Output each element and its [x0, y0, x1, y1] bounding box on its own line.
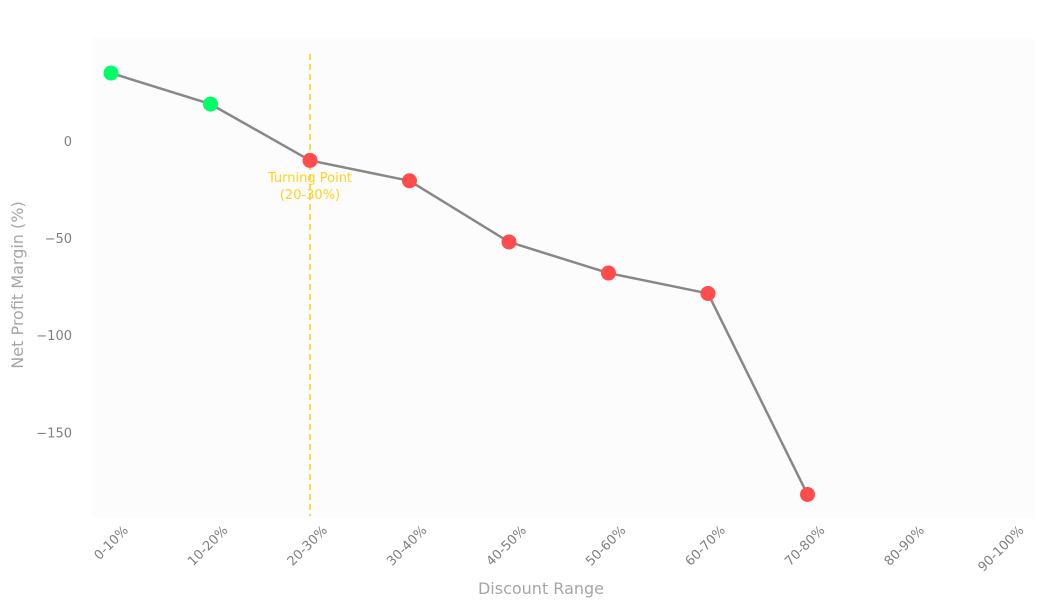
data-point: [501, 234, 517, 250]
plot-area: [92, 38, 1034, 518]
y-tick-label: −150: [36, 426, 72, 441]
x-tick-label: 90-100%: [975, 523, 1027, 575]
data-point: [402, 173, 417, 189]
data-point: [103, 65, 119, 81]
data-point: [302, 152, 318, 168]
x-tick-label: 10-20%: [185, 523, 231, 569]
x-tick-label: 0-10%: [92, 523, 132, 563]
x-tick-label: 30-40%: [384, 523, 430, 569]
x-tick-labels: 0-10% 10-20% 20-30% 30-40% 40-50% 50-60% 60-70…: [92, 523, 1028, 575]
annotation-line-1: Turning Point: [267, 171, 352, 186]
x-tick-label: 40-50%: [484, 523, 530, 569]
x-axis-title: Discount Range: [478, 579, 604, 598]
series-line: [110, 71, 809, 495]
y-tick-label: −50: [45, 232, 72, 247]
x-tick-label: 20-30%: [285, 523, 331, 569]
data-point: [800, 486, 815, 502]
data-point: [601, 265, 616, 281]
y-axis-title: Net Profit Margin (%): [8, 201, 27, 368]
annotation-line-2: (20-30%): [280, 188, 340, 203]
y-tick-label: −100: [36, 329, 72, 344]
x-tick-label: 50-60%: [583, 523, 629, 569]
y-tick-label: 0: [64, 135, 72, 150]
x-tick-label: 80-90%: [882, 523, 928, 569]
x-tick-label: 60-70%: [683, 523, 729, 569]
x-tick-label: 70-80%: [782, 523, 828, 569]
data-point: [700, 285, 716, 301]
data-point: [203, 96, 218, 112]
data-points: [103, 65, 815, 502]
y-tick-labels: 0 −50 −100 −150: [36, 135, 72, 441]
